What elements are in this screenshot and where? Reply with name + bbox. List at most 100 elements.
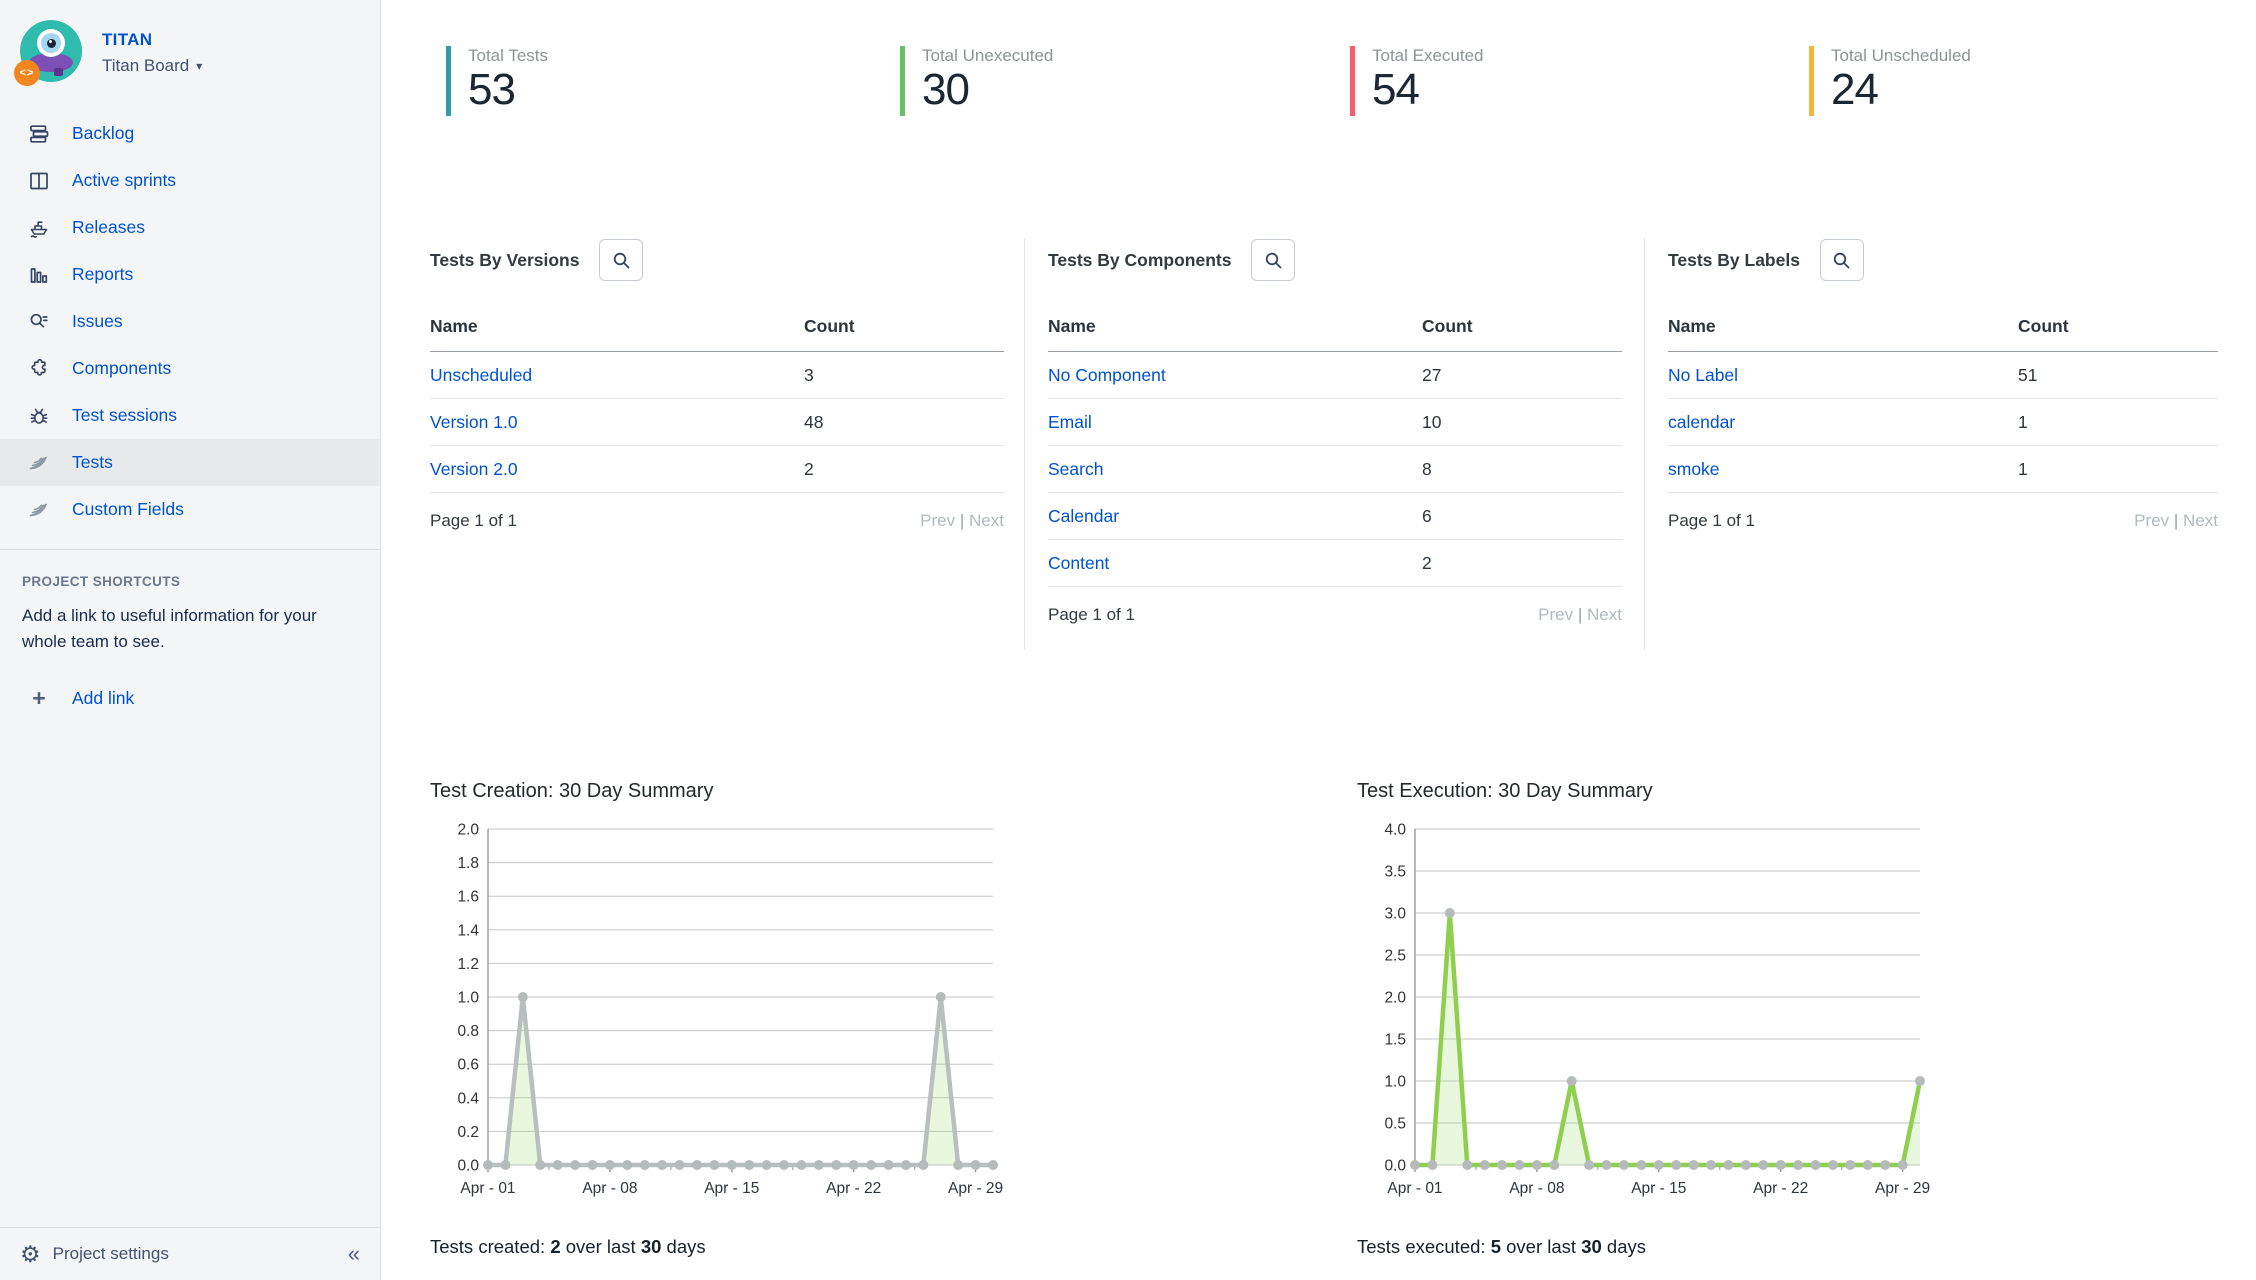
wing-icon	[26, 450, 52, 476]
add-link-button[interactable]: + Add link	[22, 685, 358, 712]
tests-by-components-panel: Tests By Components Name Count No Compon…	[1025, 238, 1645, 650]
count-value: 48	[804, 411, 824, 432]
chart-caption: Tests executed: 5 over last 30 days	[1357, 1236, 1646, 1257]
sidebar-item-label: Issues	[72, 311, 123, 331]
svg-text:0.4: 0.4	[457, 1090, 479, 1107]
svg-text:2.0: 2.0	[1384, 990, 1406, 1007]
sidebar-item-custom-fields[interactable]: Custom Fields	[0, 486, 380, 533]
count-value: 1	[2018, 458, 2028, 479]
sidebar-item-test-sessions[interactable]: Test sessions	[0, 392, 380, 439]
column-header-count: Count	[1422, 316, 1473, 336]
search-icon	[613, 252, 630, 268]
svg-text:Apr - 15: Apr - 15	[704, 1180, 759, 1197]
project-header: <> TITAN Titan Board ▾	[0, 0, 380, 96]
table-row: Calendar 6	[1048, 493, 1622, 540]
tests-by-versions-panel: Tests By Versions Name Count Unscheduled…	[430, 238, 1025, 650]
table-row: Version 2.0 2	[430, 446, 1004, 493]
bar-chart-icon	[26, 262, 52, 288]
component-link[interactable]: No Component	[1048, 364, 1166, 385]
table-row: Email 10	[1048, 399, 1622, 446]
project-title-block: TITAN Titan Board ▾	[102, 30, 202, 76]
collapse-sidebar-button[interactable]: «	[347, 1241, 360, 1266]
sidebar-item-backlog[interactable]: Backlog	[0, 110, 380, 157]
plus-icon: +	[32, 685, 46, 712]
panel-title: Tests By Components	[1048, 249, 1232, 270]
stat-label: Total Unexecuted	[922, 46, 1054, 65]
panel-title: Tests By Versions	[430, 249, 580, 270]
page-indicator: Page 1 of 1	[1668, 511, 1755, 530]
table-row: No Label 51	[1668, 352, 2218, 399]
sidebar-divider	[0, 549, 380, 550]
next-button[interactable]: Next	[1587, 605, 1622, 624]
svg-text:0.5: 0.5	[1384, 1116, 1406, 1133]
tests-by-labels-search-button[interactable]	[1819, 239, 1864, 281]
project-shortcuts-description: Add a link to useful information for you…	[22, 606, 317, 652]
svg-text:1.8: 1.8	[457, 855, 479, 872]
count-value: 8	[1422, 458, 1432, 479]
code-badge-icon: <>	[14, 60, 40, 86]
label-link[interactable]: No Label	[1668, 364, 1739, 385]
svg-text:Apr - 22: Apr - 22	[1753, 1180, 1808, 1197]
version-link[interactable]: Version 2.0	[430, 458, 518, 479]
sidebar-item-active-sprints[interactable]: Active sprints	[0, 157, 380, 204]
svg-text:0.8: 0.8	[457, 1023, 479, 1040]
svg-text:1.0: 1.0	[1384, 1074, 1406, 1091]
stat-total-unscheduled: Total Unscheduled 24	[1809, 46, 1971, 116]
svg-text:3.0: 3.0	[1384, 906, 1406, 923]
label-link[interactable]: calendar	[1668, 411, 1736, 432]
svg-text:Apr - 01: Apr - 01	[460, 1180, 515, 1197]
sidebar-item-releases[interactable]: Releases	[0, 204, 380, 251]
board-switcher[interactable]: Titan Board ▾	[102, 56, 202, 76]
svg-text:1.0: 1.0	[457, 990, 479, 1007]
sidebar-item-issues[interactable]: Issues	[0, 298, 380, 345]
column-header-name: Name	[1048, 316, 1096, 336]
count-value: 6	[1422, 505, 1432, 526]
prev-button[interactable]: Prev	[920, 511, 956, 530]
component-link[interactable]: Calendar	[1048, 505, 1120, 526]
sidebar-item-tests[interactable]: Tests	[0, 439, 380, 486]
column-header-name: Name	[1668, 316, 1716, 336]
svg-text:0.0: 0.0	[457, 1158, 479, 1175]
pager-separator: |	[2173, 511, 2179, 530]
test-execution-chart: 0.0 0.5 1.0 1.5 2.0 2.5 3.0 3.5 4.0 Apr - 01 Apr -…	[1384, 822, 1930, 1198]
svg-text:0.6: 0.6	[457, 1057, 479, 1074]
version-link[interactable]: Version 1.0	[430, 411, 518, 432]
prev-button[interactable]: Prev	[1538, 605, 1574, 624]
project-shortcuts-section: PROJECT SHORTCUTS Add a link to useful i…	[0, 574, 380, 712]
svg-text:0.2: 0.2	[457, 1124, 479, 1141]
tests-by-versions-table: Name Count Unscheduled 3 Version 1.0 48 …	[430, 308, 1004, 531]
test-execution-chart-block: Test Execution: 30 Day Summary 0.0 0.5 1.0…	[1357, 780, 1957, 1258]
page-indicator: Page 1 of 1	[1048, 605, 1135, 624]
sidebar-item-reports[interactable]: Reports	[0, 251, 380, 298]
tests-by-versions-search-button[interactable]	[599, 239, 644, 281]
search-icon	[1265, 252, 1282, 268]
next-button[interactable]: Next	[2183, 511, 2218, 530]
version-link[interactable]: Unscheduled	[430, 364, 533, 385]
pager-separator: |	[1577, 605, 1583, 624]
svg-text:1.2: 1.2	[457, 956, 479, 973]
sidebar: <> TITAN Titan Board ▾ Backlog Active sp…	[0, 0, 381, 1280]
panel-title: Tests By Labels	[1668, 249, 1800, 270]
component-link[interactable]: Email	[1048, 411, 1092, 432]
svg-text:1.5: 1.5	[1384, 1032, 1406, 1049]
next-button[interactable]: Next	[969, 511, 1004, 530]
sidebar-item-components[interactable]: Components	[0, 345, 380, 392]
stat-value: 53	[468, 65, 516, 114]
pager-separator: |	[959, 511, 965, 530]
component-link[interactable]: Content	[1048, 552, 1110, 573]
stat-total-executed: Total Executed 54	[1350, 46, 1484, 116]
sidebar-item-label: Custom Fields	[72, 499, 184, 519]
prev-button[interactable]: Prev	[2134, 511, 2170, 530]
tests-by-components-search-button[interactable]	[1251, 239, 1296, 281]
stat-total-unexecuted: Total Unexecuted 30	[900, 46, 1053, 116]
stat-value: 24	[1831, 65, 1879, 114]
sidebar-item-label: Tests	[72, 452, 113, 472]
svg-text:2.0: 2.0	[457, 822, 479, 839]
table-row: Unscheduled 3	[430, 352, 1004, 399]
project-settings-button[interactable]: Project settings	[52, 1244, 169, 1263]
component-link[interactable]: Search	[1048, 458, 1104, 479]
svg-text:3.5: 3.5	[1384, 864, 1406, 881]
label-link[interactable]: smoke	[1668, 458, 1720, 479]
stat-label: Total Tests	[468, 46, 549, 65]
project-name: TITAN	[102, 30, 153, 49]
